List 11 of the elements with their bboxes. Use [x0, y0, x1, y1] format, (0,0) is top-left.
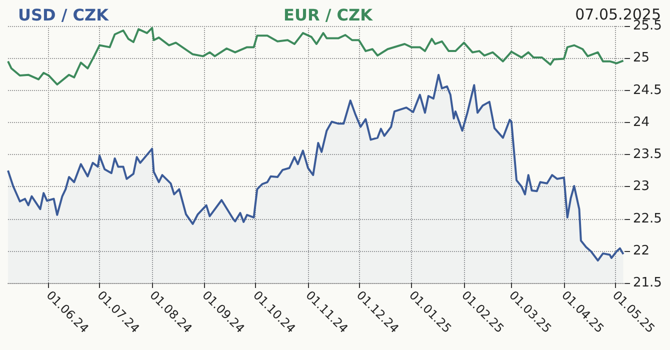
y-tick-label: 22.5	[633, 211, 662, 226]
y-tick-label: 23.5	[633, 147, 662, 162]
text: USD / CZK	[18, 6, 110, 24]
y-tick-label: 24.5	[633, 82, 662, 98]
series-label: EUR / CZK	[284, 6, 374, 24]
y-tick-label: 21.5	[633, 276, 662, 290]
y-tick-label: 22	[633, 243, 650, 258]
y-tick-label: 23	[633, 179, 650, 194]
line-series	[7, 26, 624, 86]
y-tick-label: 24	[633, 114, 650, 130]
y-tick-label: 25	[633, 50, 650, 66]
